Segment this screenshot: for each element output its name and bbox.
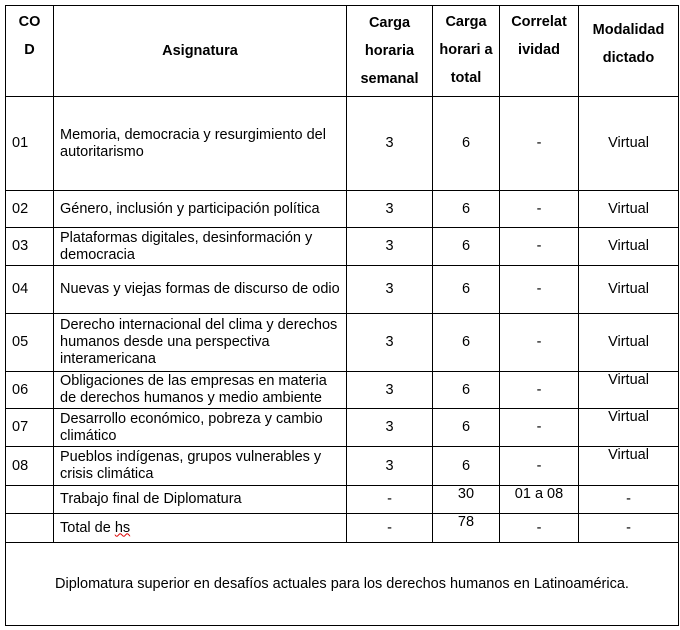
modalidad-cell: Virtual: [578, 96, 679, 191]
asignatura-cell: Trabajo final de Diplomatura: [53, 485, 347, 514]
asignatura-cell: Plataformas digitales, desinformación y …: [53, 227, 347, 266]
table-row: 01 Memoria, democracia y resurgimiento d…: [5, 96, 679, 191]
modalidad-cell: Virtual: [578, 446, 679, 486]
cod-cell: 03: [5, 227, 54, 266]
header-asignatura: Asignatura: [53, 5, 347, 97]
table-row: 03 Plataformas digitales, desinformación…: [5, 227, 679, 266]
modalidad-cell: -: [578, 513, 679, 543]
asignatura-cell: Nuevas y viejas formas de discurso de od…: [53, 265, 347, 314]
asignatura-cell: Género, inclusión y participación políti…: [53, 190, 347, 228]
modalidad-cell: Virtual: [578, 265, 679, 314]
trabajo-final-row: Trabajo final de Diplomatura - 30 01 a 0…: [5, 485, 679, 514]
total-row: Total de hs - 78 - -: [5, 513, 679, 543]
modalidad-cell: Virtual: [578, 371, 679, 409]
cod-cell: 07: [5, 408, 54, 447]
modalidad-cell: -: [578, 485, 679, 514]
modalidad-cell: Virtual: [578, 313, 679, 372]
asignatura-cell: Memoria, democracia y resurgimiento del …: [53, 96, 347, 191]
total-cell: 6: [432, 446, 500, 486]
asignatura-cell: Desarrollo económico, pobreza y cambio c…: [53, 408, 347, 447]
table-row: 02 Género, inclusión y participación pol…: [5, 190, 679, 228]
semanal-cell: -: [346, 485, 433, 514]
semanal-cell: 3: [346, 190, 433, 228]
cod-cell: 02: [5, 190, 54, 228]
total-cell: 6: [432, 371, 500, 409]
cod-cell: 01: [5, 96, 54, 191]
correlatividad-cell: -: [499, 408, 579, 447]
courses-table: CO D Asignatura Carga horaria semanal Ca…: [5, 5, 679, 626]
cod-cell: [5, 513, 54, 543]
semanal-cell: 3: [346, 265, 433, 314]
header-modalidad: Modalidad dictado: [578, 5, 679, 97]
asignatura-cell: Total de hs: [53, 513, 347, 543]
total-cell: 30: [432, 485, 500, 514]
asignatura-cell: Pueblos indígenas, grupos vulnerables y …: [53, 446, 347, 486]
header-semanal: Carga horaria semanal: [346, 5, 433, 97]
cod-cell: [5, 485, 54, 514]
correlatividad-cell: -: [499, 371, 579, 409]
correlatividad-cell: -: [499, 96, 579, 191]
total-cell: 6: [432, 313, 500, 372]
total-label: Total de: [60, 519, 115, 536]
total-label-underlined: hs: [114, 519, 131, 536]
cod-cell: 08: [5, 446, 54, 486]
correlatividad-cell: -: [499, 513, 579, 543]
correlatividad-cell: -: [499, 190, 579, 228]
correlatividad-cell: -: [499, 227, 579, 266]
total-cell: 6: [432, 408, 500, 447]
correlatividad-cell: -: [499, 313, 579, 372]
header-total: Carga horari a total: [432, 5, 500, 97]
cod-cell: 06: [5, 371, 54, 409]
cod-cell: 04: [5, 265, 54, 314]
modalidad-cell: Virtual: [578, 190, 679, 228]
correlatividad-cell: -: [499, 446, 579, 486]
header-cod: CO D: [5, 5, 54, 97]
table-row: 06 Obligaciones de las empresas en mater…: [5, 371, 679, 409]
footer-row: Diplomatura superior en desafíos actuale…: [5, 542, 679, 626]
asignatura-cell: Obligaciones de las empresas en materia …: [53, 371, 347, 409]
asignatura-cell: Derecho internacional del clima y derech…: [53, 313, 347, 372]
total-cell: 6: [432, 190, 500, 228]
table-row: 05 Derecho internacional del clima y der…: [5, 313, 679, 372]
correlatividad-cell: -: [499, 265, 579, 314]
table-row: 07 Desarrollo económico, pobreza y cambi…: [5, 408, 679, 447]
total-cell: 6: [432, 96, 500, 191]
total-cell: 6: [432, 265, 500, 314]
table-row: 04 Nuevas y viejas formas de discurso de…: [5, 265, 679, 314]
table-row: 08 Pueblos indígenas, grupos vulnerables…: [5, 446, 679, 486]
semanal-cell: 3: [346, 96, 433, 191]
header-row: CO D Asignatura Carga horaria semanal Ca…: [5, 5, 679, 97]
footer-text: Diplomatura superior en desafíos actuale…: [5, 542, 679, 626]
cod-cell: 05: [5, 313, 54, 372]
header-correlatividad: Correlat ividad: [499, 5, 579, 97]
semanal-cell: 3: [346, 227, 433, 266]
correlatividad-cell: 01 a 08: [499, 485, 579, 514]
semanal-cell: 3: [346, 446, 433, 486]
semanal-cell: 3: [346, 371, 433, 409]
semanal-cell: 3: [346, 408, 433, 447]
semanal-cell: -: [346, 513, 433, 543]
total-cell: 6: [432, 227, 500, 266]
total-cell: 78: [432, 513, 500, 543]
semanal-cell: 3: [346, 313, 433, 372]
modalidad-cell: Virtual: [578, 227, 679, 266]
modalidad-cell: Virtual: [578, 408, 679, 447]
